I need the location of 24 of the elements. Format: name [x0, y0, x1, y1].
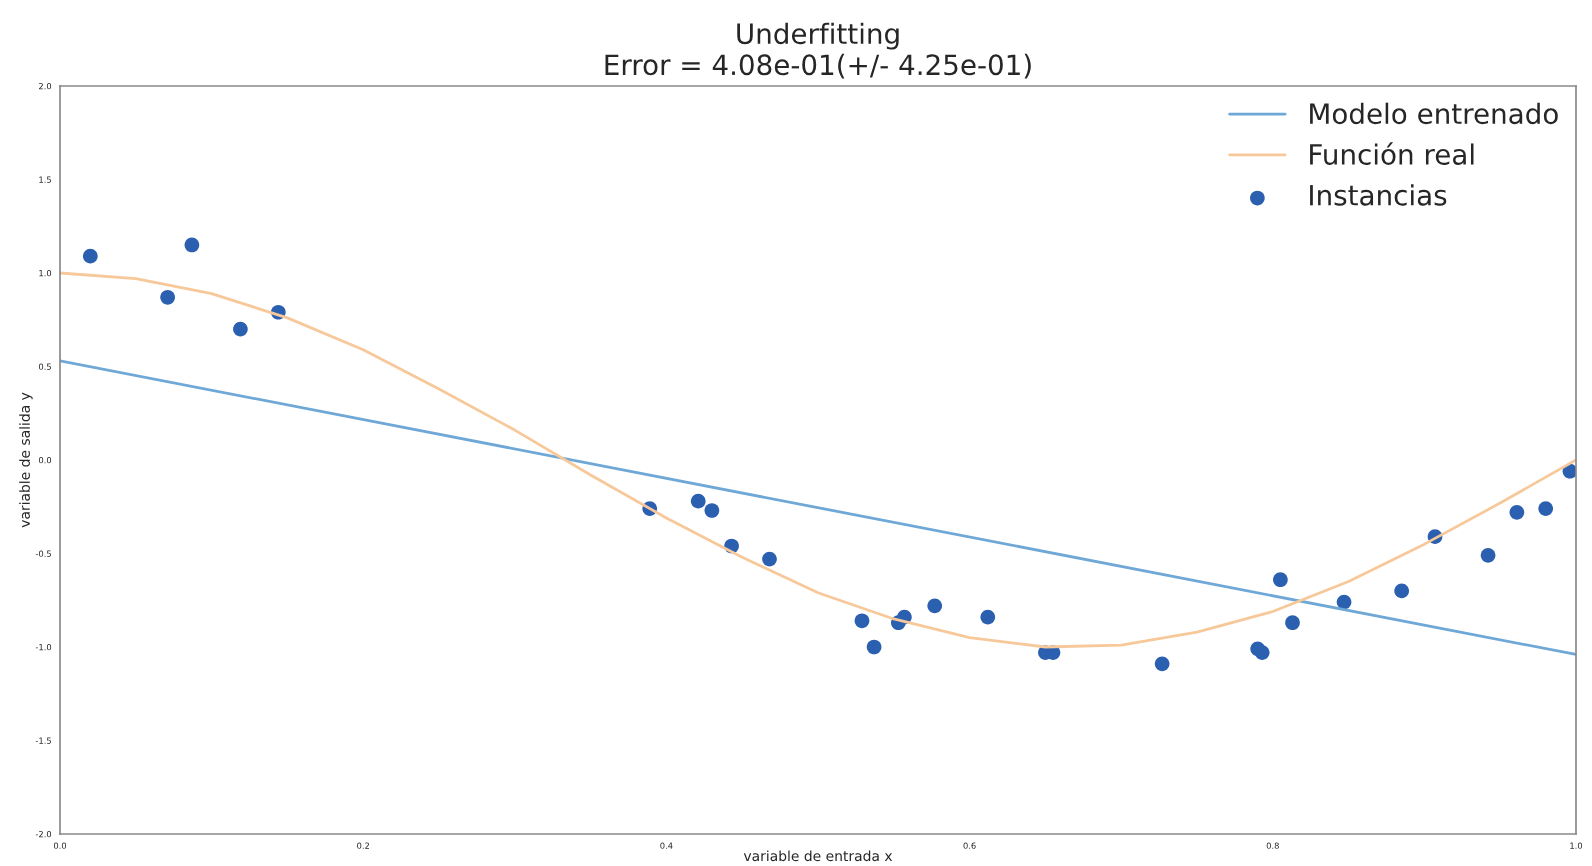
legend-label: Instancias — [1310, 184, 1447, 206]
point — [704, 503, 720, 518]
legend-label: Función real — [1310, 142, 1474, 165]
point — [854, 613, 870, 629]
point — [1336, 594, 1352, 610]
point — [184, 237, 200, 253]
point — [866, 639, 882, 655]
point — [1285, 615, 1300, 631]
point — [160, 289, 175, 305]
chart-title: Underfitting Error = 4.08e-01(+/- 4.25e-01) — [605, 22, 1031, 79]
point — [1480, 548, 1496, 563]
point — [82, 248, 98, 264]
point — [1254, 645, 1270, 660]
point — [1273, 572, 1288, 588]
point — [1538, 501, 1554, 516]
legend-label: Modelo entrenado — [1310, 102, 1558, 125]
point — [1394, 583, 1410, 599]
point — [1509, 505, 1525, 520]
point — [690, 493, 706, 509]
point — [1154, 656, 1170, 672]
point — [980, 609, 996, 625]
point — [762, 551, 777, 567]
point — [233, 321, 248, 337]
point — [927, 598, 943, 614]
